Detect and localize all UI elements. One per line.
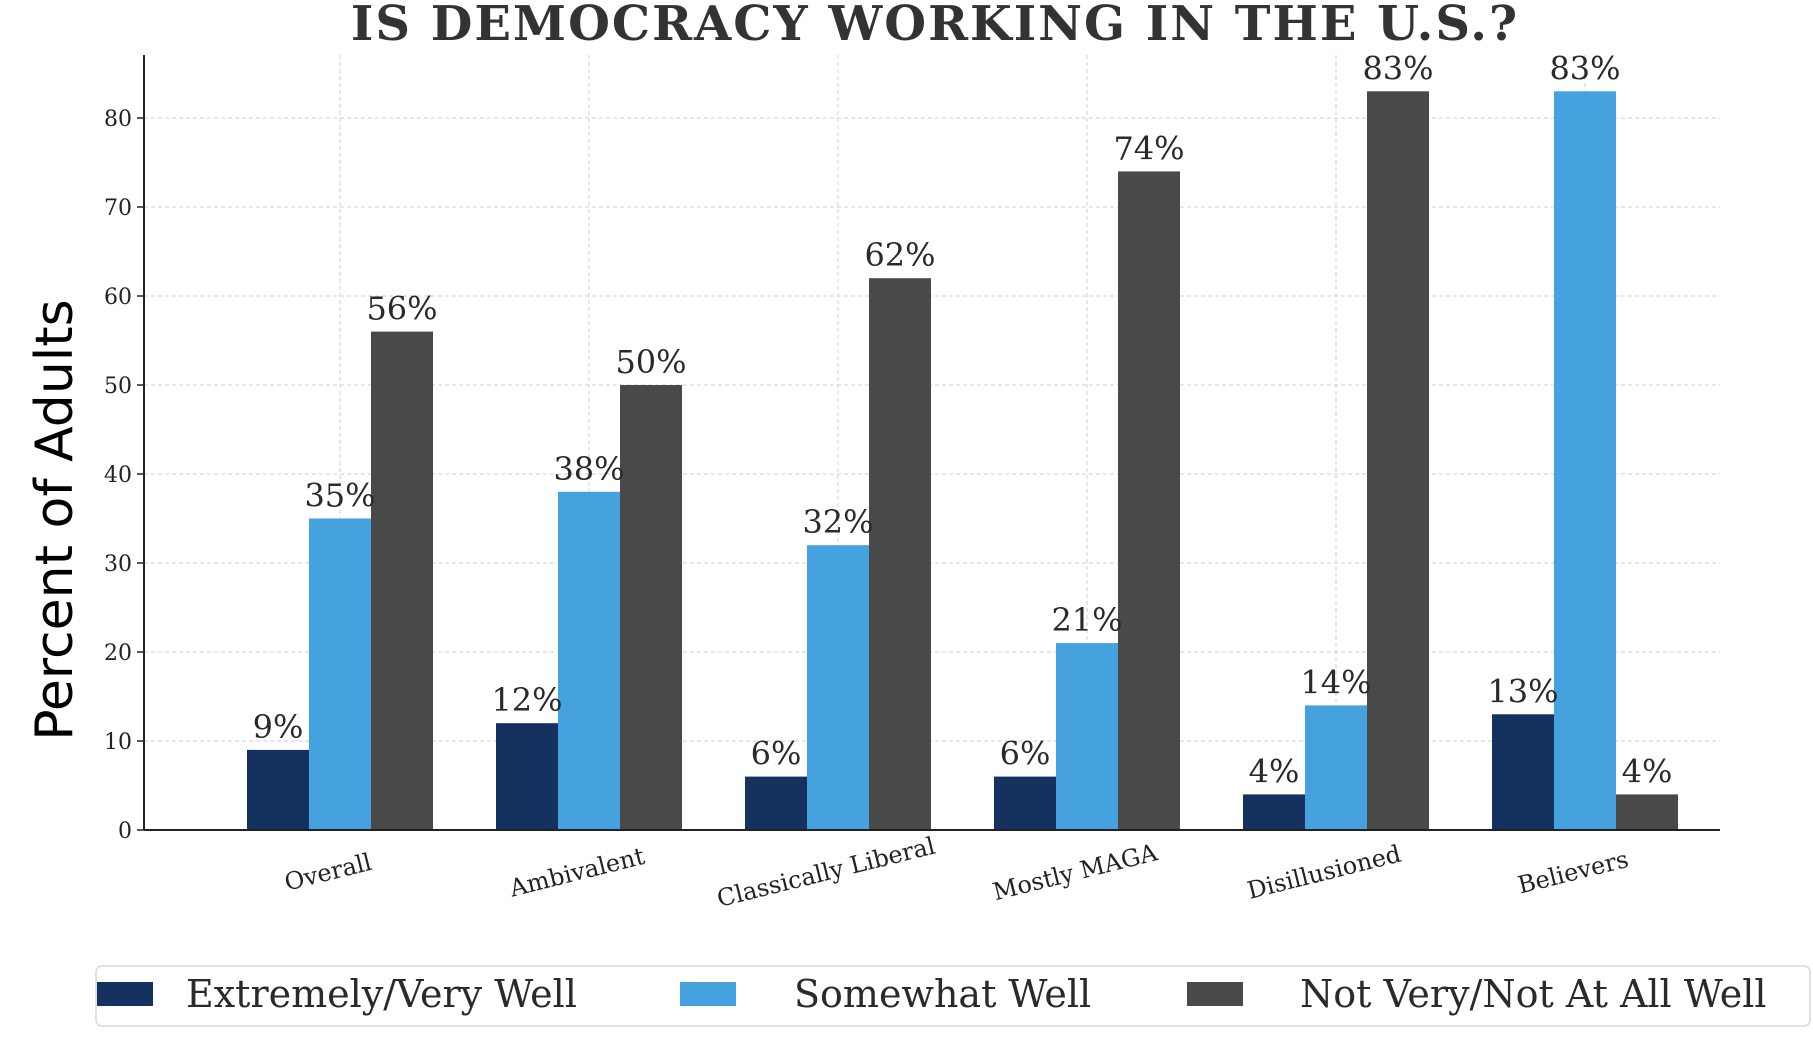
bar-somewhat-well-1 [558,491,620,830]
bar-extremely-very-well-0 [247,749,309,830]
value-label: 13% [1487,672,1558,710]
legend-swatch [1187,982,1243,1006]
x-tick-label: Overall [282,848,375,897]
legend-label: Not Very/Not At All Well [1300,972,1767,1016]
value-label: 4% [1249,752,1300,790]
axes [137,55,1720,831]
y-tick-label: 0 [118,819,132,844]
value-label: 56% [366,290,437,328]
y-tick-label: 10 [104,730,132,755]
y-tick-labels: 0 10 20 30 40 50 60 70 80 [104,107,132,844]
value-label: 62% [864,236,935,274]
y-tick-label: 60 [104,285,132,310]
value-label: 38% [553,450,624,488]
y-tick-label: 50 [104,374,132,399]
bar-extremely-very-well-4 [1243,794,1305,830]
value-label: 74% [1113,129,1184,167]
value-label: 6% [751,735,802,773]
x-tick-label: Disillusioned [1244,840,1403,905]
bar-somewhat-well-2 [807,545,869,830]
bar-somewhat-well-0 [309,518,371,830]
chart-title: IS DEMOCRACY WORKING IN THE U.S.? [351,0,1519,52]
legend-label: Somewhat Well [794,972,1091,1016]
x-tick-label: Classically Liberal [714,832,938,913]
y-axis-label: Percent of Adults [25,299,85,740]
bar-not-very-well-4 [1367,91,1429,831]
value-labels: 9% 35% 56% 12% 38% 50% 6% 32% 62% 6% 21% 74% 4% 14% 83… [253,49,1673,790]
y-tick-label: 80 [104,107,132,132]
legend-swatch [680,982,736,1006]
value-label: 83% [1549,49,1620,87]
bar-not-very-well-3 [1118,171,1180,830]
value-label: 14% [1300,663,1371,701]
y-tick-label: 40 [104,463,132,488]
y-tick-label: 30 [104,552,132,577]
bar-extremely-very-well-3 [994,776,1056,830]
bar-not-very-well-1 [620,385,682,830]
x-tick-label: Mostly MAGA [990,838,1161,906]
value-label: 4% [1622,752,1673,790]
bar-extremely-very-well-1 [496,723,558,830]
legend-box [95,965,1811,1027]
y-tick-label: 20 [104,641,132,666]
x-tick-label: Ambivalent [506,842,648,903]
value-label: 6% [1000,735,1051,773]
bar-not-very-well-2 [869,278,931,830]
bars [247,91,1678,831]
bar-somewhat-well-5 [1554,91,1616,831]
bar-extremely-very-well-5 [1492,714,1554,830]
value-label: 21% [1051,601,1122,639]
bar-not-very-well-0 [371,331,433,830]
value-label: 50% [615,343,686,381]
value-label: 32% [802,503,873,541]
value-label: 12% [491,681,562,719]
legend-label: Extremely/Very Well [186,972,577,1016]
x-tick-label: Believers [1515,845,1631,899]
bar-somewhat-well-3 [1056,643,1118,830]
bar-extremely-very-well-2 [745,776,807,830]
value-label: 9% [253,708,304,746]
bar-somewhat-well-4 [1305,705,1367,830]
bar-not-very-well-5 [1616,794,1678,830]
x-tick-labels: Overall Ambivalent Classically Liberal Most… [282,832,1632,913]
value-label: 35% [304,477,375,515]
legend-swatch [97,982,153,1006]
legend: Extremely/Very Well Somewhat Well Not Very… [95,965,1811,1027]
y-tick-label: 70 [104,196,132,221]
value-label: 83% [1362,49,1433,87]
